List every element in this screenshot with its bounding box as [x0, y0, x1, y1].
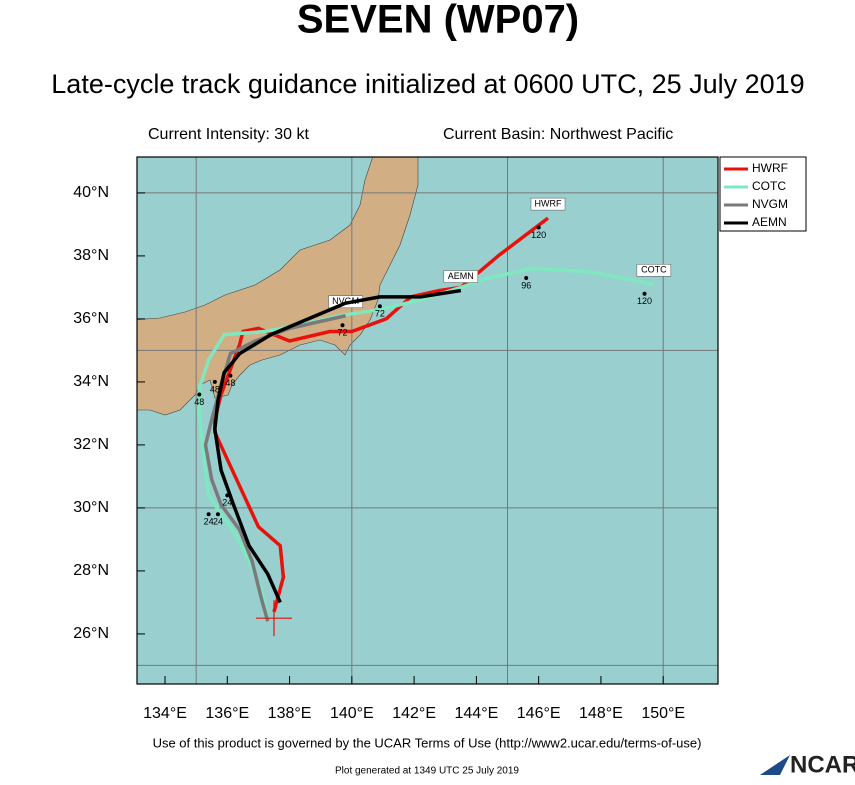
ocean	[137, 157, 718, 684]
y-tick-label: 28°N	[73, 562, 109, 579]
time-point	[536, 225, 541, 230]
time-label: 48	[225, 378, 235, 388]
y-tick-label: 26°N	[73, 625, 109, 642]
end-label-box	[530, 197, 566, 211]
x-tick-label: 140°E	[330, 705, 374, 722]
track-line	[203, 314, 346, 622]
y-tick-label: 34°N	[73, 373, 109, 390]
time-point	[377, 304, 382, 309]
track-line	[197, 266, 655, 619]
end-label: NVGM	[332, 296, 359, 306]
x-tick-label: 134°E	[143, 705, 187, 722]
x-tick-label: 150°E	[641, 705, 685, 722]
time-point	[642, 291, 647, 296]
intensity: Current Intensity: 30 kt	[148, 126, 310, 143]
legend-label: COTC	[752, 179, 786, 193]
legend-label: NVGM	[752, 197, 788, 211]
x-tick-label: 144°E	[455, 705, 499, 722]
y-tick-label: 32°N	[73, 436, 109, 453]
time-point	[206, 512, 211, 517]
time-point	[212, 379, 217, 384]
chart-title: SEVEN (WP07)	[297, 0, 579, 42]
track-line	[213, 216, 550, 613]
x-tick-label: 136°E	[205, 705, 249, 722]
time-point	[197, 392, 202, 397]
time-label: 72	[337, 328, 347, 338]
basin: Current Basin: Northwest Pacific	[443, 126, 673, 143]
y-tick-label: 30°N	[73, 499, 109, 516]
time-point	[340, 323, 345, 328]
logo: NCAR	[790, 751, 855, 778]
legend-label: HWRF	[752, 161, 788, 175]
y-tick-label: 36°N	[73, 310, 109, 327]
time-point	[228, 373, 233, 378]
footer: Use of this product is governed by the U…	[153, 735, 702, 750]
end-label-box	[636, 264, 672, 277]
logo-mark	[760, 755, 790, 775]
time-label: 120	[531, 230, 546, 240]
y-tick-label: 40°N	[73, 184, 109, 201]
time-label: 24	[222, 498, 232, 508]
end-label: COTC	[641, 265, 667, 275]
y-tick-label: 38°N	[73, 247, 109, 264]
time-label: 120	[637, 296, 652, 306]
end-label-box	[443, 270, 479, 283]
generated: Plot generated at 1349 UTC 25 July 2019	[335, 766, 519, 777]
x-tick-label: 138°E	[268, 705, 312, 722]
time-point	[215, 512, 220, 517]
time-point	[524, 275, 529, 280]
chart-subtitle: Late-cycle track guidance initialized at…	[51, 69, 804, 99]
x-tick-label: 148°E	[579, 705, 623, 722]
time-label: 24	[213, 517, 223, 527]
plot-frame	[136, 156, 719, 685]
end-label: HWRF	[534, 198, 561, 208]
time-label: 24	[204, 517, 214, 527]
x-tick-label: 146°E	[517, 705, 561, 722]
x-tick-label: 142°E	[392, 705, 436, 722]
time-label: 48	[210, 384, 220, 394]
legend-label: AEMN	[752, 215, 787, 229]
end-label: AEMN	[448, 271, 474, 281]
time-label: 48	[194, 397, 204, 407]
time-label: 96	[521, 280, 531, 290]
track-line	[213, 288, 462, 604]
time-label: 72	[375, 309, 385, 319]
time-point	[225, 493, 230, 498]
